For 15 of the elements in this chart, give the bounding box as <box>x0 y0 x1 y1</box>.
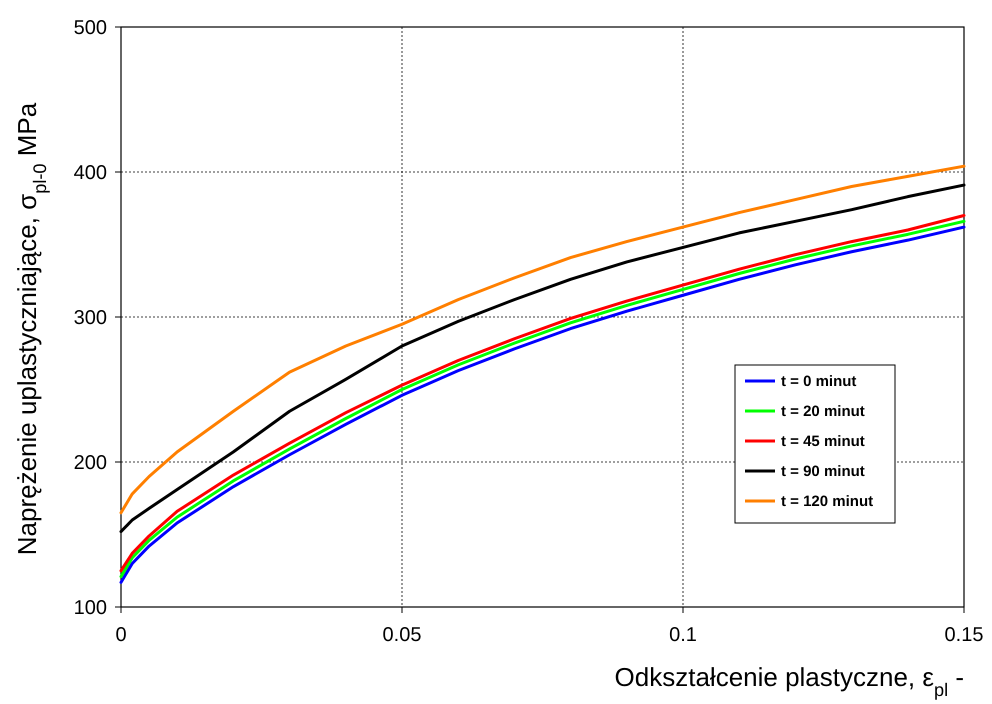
x-tick-label: 0.05 <box>382 624 422 646</box>
y-tick-label: 200 <box>74 452 107 474</box>
x-tick-label: 0.15 <box>944 624 984 646</box>
x-axis-title: Odkształcenie plastyczne, ε$_{pl}$ - <box>614 662 964 700</box>
y-tick-label: 100 <box>74 597 107 619</box>
legend-label: t = 45 minut <box>781 433 865 450</box>
legend-label: t = 0 minut <box>781 373 856 390</box>
x-tick-label: 0 <box>115 624 127 646</box>
legend-label: t = 120 minut <box>781 493 874 510</box>
legend-label: t = 90 minut <box>781 463 865 480</box>
y-tick-label: 400 <box>74 162 107 184</box>
y-tick-label: 500 <box>74 17 107 39</box>
x-tick-label: 0.1 <box>669 624 697 646</box>
y-tick-label: 300 <box>74 307 107 329</box>
legend-label: t = 20 minut <box>781 403 865 420</box>
